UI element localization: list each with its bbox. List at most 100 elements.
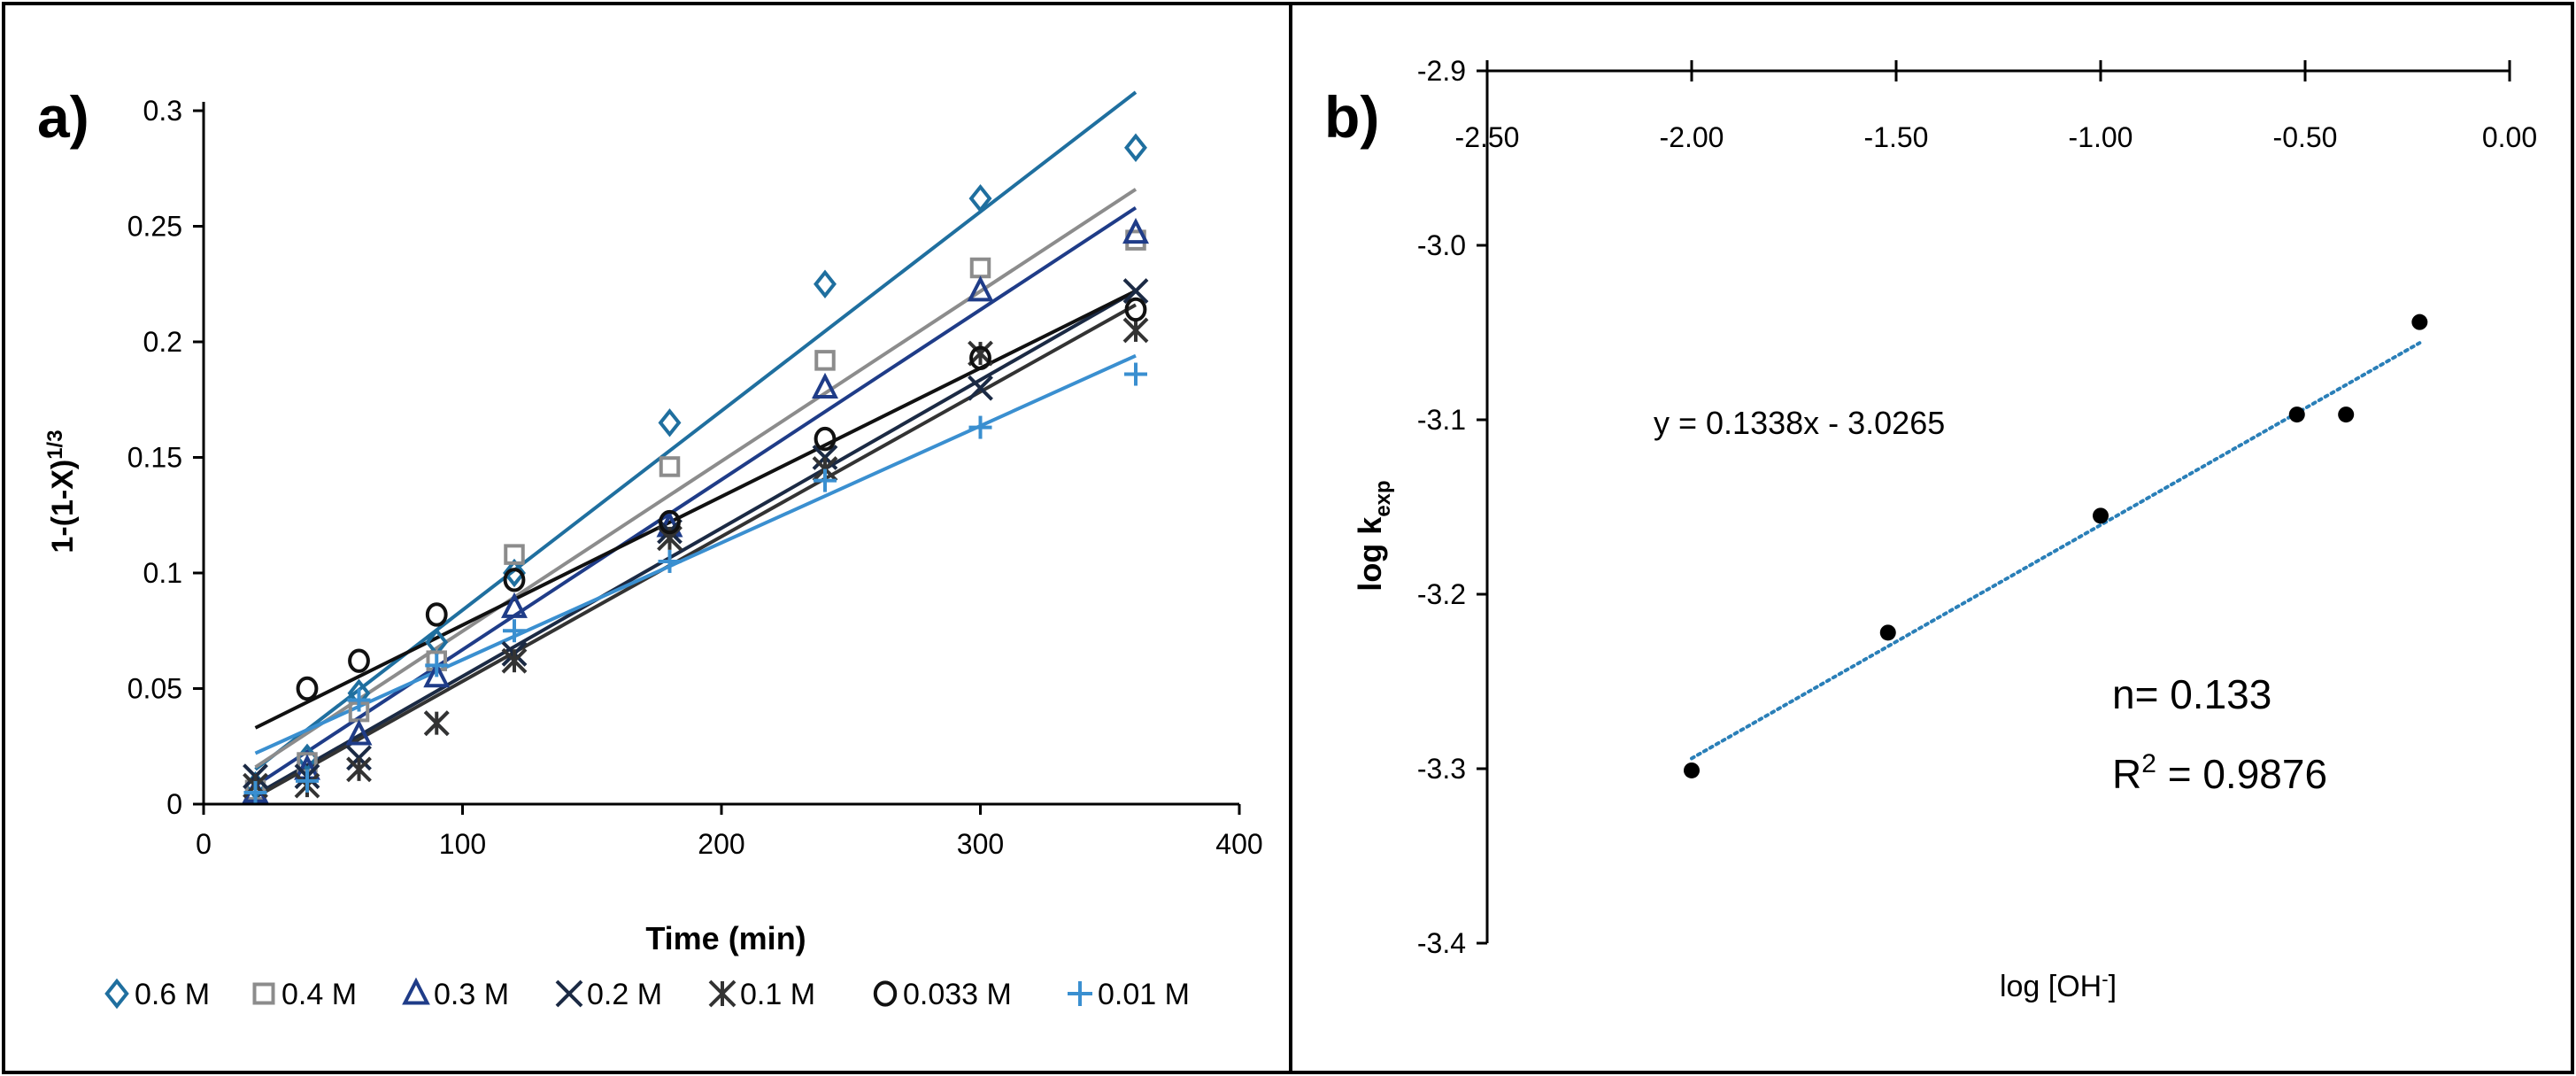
x-tick-label-a: 100	[439, 828, 486, 860]
y-axis-title-a-exp: 1/3	[43, 430, 67, 459]
point-triangle	[423, 662, 451, 688]
point-circle	[425, 602, 448, 627]
point-square	[504, 544, 525, 565]
equation-label: y = 0.1338x - 3.0265	[1654, 405, 1945, 441]
x-tick-label-b: 0.00	[2482, 121, 2537, 153]
point-triangle	[345, 719, 373, 746]
data-point	[1879, 624, 1896, 641]
point-circle	[1124, 297, 1147, 322]
legend-label: 0.1 M	[740, 978, 815, 1011]
data-point	[2411, 314, 2428, 330]
point-circle	[969, 345, 991, 370]
x-axis-title-b-sup: -	[2102, 968, 2108, 990]
point-plus	[658, 549, 682, 573]
y-tick-label-a: 0.3	[143, 95, 182, 127]
fit-line-diamond	[254, 90, 1138, 771]
x-tick-label-b: -1.50	[1864, 121, 1929, 153]
x-axis-title-a: Time (min)	[645, 920, 806, 956]
legend-marker-square	[252, 982, 275, 1005]
point-diamond	[1124, 133, 1147, 162]
point-circle	[814, 426, 837, 452]
fit-line-plus	[254, 353, 1137, 755]
point-plus	[347, 688, 371, 712]
panel-a-frame	[2, 2, 1292, 1074]
y-tick-label-b: -3.2	[1417, 578, 1466, 610]
point-diamond	[814, 269, 837, 298]
legend-a: 0.6 M 0.4 M 0.3 M 0.2 M 0.1 M 0.033 M 0.01 M	[104, 977, 1190, 1011]
y-axis-title-b-sub: exp	[1371, 480, 1395, 516]
y-tick-label-a: 0.15	[127, 442, 182, 474]
x-tick-label-a: 200	[698, 828, 744, 860]
x-tick-label-b: -2.00	[1660, 121, 1724, 153]
y-axis-title-b: log kexp	[1352, 480, 1395, 591]
y-tick-label-a: 0	[166, 788, 182, 820]
x-tick-label-b: -1.00	[2069, 121, 2133, 153]
point-triangle	[1122, 217, 1149, 244]
point-diamond	[658, 408, 682, 437]
x-tick-label-b: -0.50	[2273, 121, 2338, 153]
legend-marker-asterisk	[708, 979, 737, 1008]
point-plus	[1124, 362, 1147, 386]
point-triangle	[812, 372, 838, 399]
y-tick-label-a: 0.05	[127, 673, 182, 705]
data-point	[2338, 406, 2355, 423]
point-square	[814, 350, 836, 371]
panel-b-frame	[1289, 2, 2574, 1074]
y-tick-label-a: 0.1	[143, 557, 182, 589]
fit-line-square	[254, 188, 1138, 769]
point-plus	[425, 654, 449, 677]
x-axis-title-b-tail: ]	[2109, 970, 2117, 1003]
annotation-r2: R2 = 0.9876	[2112, 749, 2327, 797]
legend-label: 0.01 M	[1098, 978, 1190, 1011]
y-tick-label-b: -3.0	[1417, 229, 1466, 261]
legend-label: 0.3 M	[434, 978, 509, 1011]
x-tick-label-a: 0	[196, 828, 212, 860]
x-tick-label-a: 300	[957, 828, 1004, 860]
panel-a-label: a)	[37, 84, 89, 150]
y-tick-label-a: 0.25	[127, 211, 182, 243]
point-asterisk	[1122, 317, 1149, 344]
y-tick-label-a: 0.2	[143, 326, 182, 358]
x-tick-label-a: 400	[1215, 828, 1262, 860]
legend-label: 0.033 M	[903, 978, 1012, 1011]
annotation-r2-prefix: R	[2112, 751, 2141, 797]
point-x	[346, 745, 372, 771]
point-circle	[348, 648, 370, 673]
annotation-r2-exp: 2	[2141, 749, 2156, 778]
point-x	[1122, 278, 1149, 304]
legend-marker-x	[555, 979, 583, 1008]
point-plus	[814, 468, 837, 492]
data-point	[2288, 406, 2305, 423]
point-plus	[243, 780, 267, 804]
y-axis-title-a-base: 1-(1-X)	[46, 460, 80, 553]
chart-a: a) 0 100 200 300 400 0 0.05 0.1 0.15 0.2 0.25 0.3 T…	[37, 84, 1263, 1011]
point-circle	[503, 568, 526, 592]
point-x	[968, 375, 993, 401]
annotation-n: n= 0.133	[2112, 671, 2271, 717]
point-x	[812, 445, 838, 470]
point-plus	[503, 619, 526, 643]
fit-line-asterisk	[254, 303, 1137, 799]
fit-line-circle	[254, 289, 1137, 730]
x-axis-title-b-base: log [OH	[2000, 970, 2102, 1003]
panel-b-label: b)	[1324, 84, 1379, 150]
data-point	[1684, 762, 1700, 778]
legend-marker-plus	[1068, 981, 1092, 1006]
annotation-r2-value: = 0.9876	[2156, 751, 2327, 797]
point-square	[659, 456, 681, 477]
legend-marker-diamond	[104, 978, 129, 1010]
fit-line-triangle	[254, 205, 1138, 787]
y-tick-label-b: -3.3	[1417, 753, 1466, 785]
legend-marker-triangle	[402, 977, 430, 1005]
point-diamond	[968, 183, 992, 213]
point-plus	[296, 769, 319, 793]
data-point	[2093, 507, 2109, 524]
y-axis-title-b-base: log k	[1352, 516, 1388, 592]
y-tick-label-b: -3.4	[1417, 927, 1466, 959]
legend-marker-circle	[873, 980, 898, 1007]
legend-label: 0.2 M	[587, 978, 662, 1011]
point-asterisk	[501, 647, 528, 674]
point-circle	[296, 676, 319, 701]
point-square	[969, 257, 991, 279]
